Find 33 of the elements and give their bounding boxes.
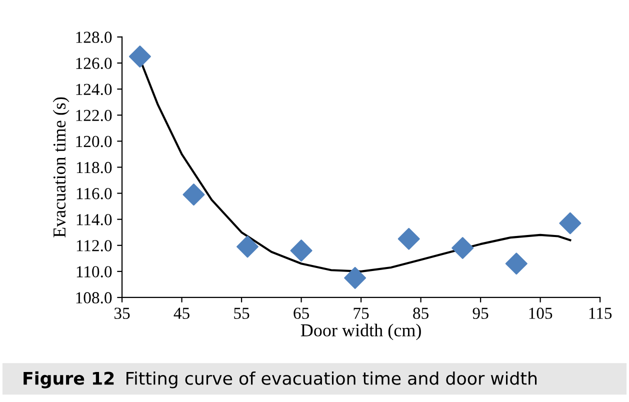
x-tick-label: 85: [413, 308, 428, 319]
y-tick-label: 118.0: [76, 162, 112, 174]
point: [128, 46, 151, 68]
caption: Figure 12: [24, 371, 114, 388]
y-tick-label: 110.0: [76, 266, 112, 278]
x-tick-label: 35: [114, 308, 130, 319]
y-axis-title: Evacuation time (s): [52, 97, 70, 238]
x-axis-title: Door width (cm): [300, 324, 421, 340]
x-tick-label: 65: [294, 308, 309, 319]
point: [182, 184, 205, 206]
y-tick-label: 128.0: [76, 32, 112, 44]
y-tick-label: 122.0: [76, 110, 112, 122]
x-tick-label: 55: [234, 308, 250, 319]
x-tick-label: 95: [472, 308, 488, 319]
x-tick-label: 75: [354, 308, 369, 319]
point: [452, 236, 474, 259]
y-tick-label: 126.0: [76, 58, 112, 70]
point: [398, 228, 420, 250]
y-tick-label: 124.0: [76, 84, 112, 96]
point: [559, 212, 582, 234]
y-tick-label: 112.0: [76, 240, 112, 252]
y-tick-label: 116.0: [76, 188, 112, 200]
point: [505, 252, 528, 275]
y-tick-label: 108.0: [76, 292, 112, 304]
y-tick-label: 120.0: [76, 136, 112, 148]
point: [236, 236, 259, 258]
point: [290, 240, 312, 262]
x-tick-label: 45: [174, 308, 190, 319]
text: Fitting curve of evacuation time and door width: [126, 371, 537, 388]
x-tick-label: 115: [589, 308, 612, 319]
x-tick-label: 105: [529, 308, 552, 319]
point: [344, 266, 366, 289]
y-tick-label: 114.0: [76, 214, 112, 226]
